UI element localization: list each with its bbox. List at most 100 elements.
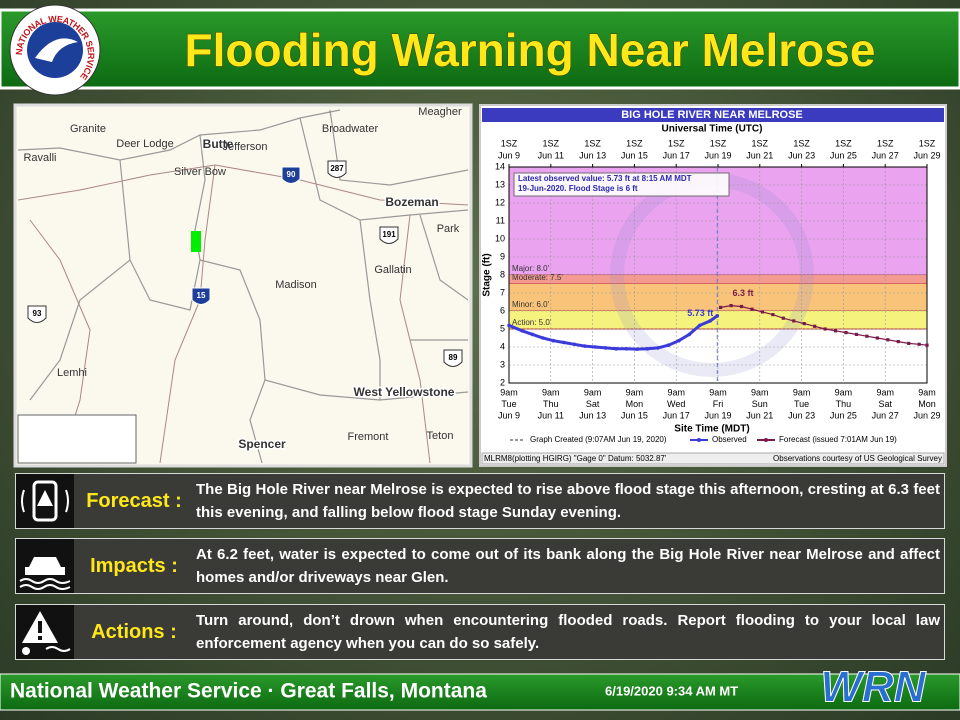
forecast-point xyxy=(781,316,785,320)
x-tick-label: Fri xyxy=(713,399,724,409)
observed-point xyxy=(677,338,681,343)
annotation-text: Latest observed value: 5.73 ft at 8:15 A… xyxy=(518,174,692,183)
hydro-footer-right: Observations courtesy of US Geological S… xyxy=(773,454,942,463)
x-tick-label: Jun 25 xyxy=(830,410,857,420)
top-tick-label: Jun 21 xyxy=(746,150,773,160)
x-tick-label: 9am xyxy=(626,387,644,397)
forecast-point xyxy=(886,338,890,342)
place-label: Jefferson xyxy=(222,141,267,153)
highway-shield xyxy=(327,160,347,178)
top-tick-label: Jun 25 xyxy=(830,150,857,160)
footer-logo: WRN xyxy=(820,663,926,712)
observed-point xyxy=(635,347,639,351)
warning-icon xyxy=(22,611,71,655)
observed-point xyxy=(666,343,671,348)
y-tick-label: 9 xyxy=(500,251,505,261)
header-banner xyxy=(0,8,960,90)
observed-point xyxy=(697,323,702,328)
observed-point xyxy=(520,329,524,333)
footer-bar xyxy=(0,673,960,711)
forecast-point xyxy=(739,304,744,309)
forecast-point xyxy=(760,310,765,314)
statement-heading: Forecast : xyxy=(86,490,182,512)
flood-stage-label: Minor: 6.0' xyxy=(512,300,550,309)
observed-point xyxy=(507,323,511,328)
x-tick-label: Thu xyxy=(836,399,852,409)
observed-point xyxy=(614,347,618,351)
observed-point xyxy=(593,345,598,349)
x-tick-label: Sun xyxy=(752,399,768,409)
forecast-point xyxy=(917,342,921,346)
highway-shield xyxy=(379,226,399,244)
forecast-point xyxy=(729,304,733,308)
highway-label: 93 xyxy=(33,309,42,318)
annotation-text: 19-Jun-2020. Flood Stage is 6 ft xyxy=(518,184,638,193)
map-panel xyxy=(13,103,473,468)
x-tick-label: 9am xyxy=(542,387,560,397)
y-tick-label: 4 xyxy=(500,341,505,351)
x-tick-label: 9am xyxy=(751,387,769,397)
forecast-point xyxy=(896,340,900,344)
observed-point xyxy=(687,332,692,337)
icon xyxy=(16,605,74,659)
statement-heading: Impacts : xyxy=(90,555,178,577)
y-tick-label: 12 xyxy=(495,197,505,207)
legend-created: Graph Created (9:07AM Jun 19, 2020) xyxy=(530,435,667,444)
y-tick-label: 6 xyxy=(500,305,505,315)
x-tick-label: 9am xyxy=(918,387,936,397)
y-axis-label: Stage (ft) xyxy=(482,253,493,296)
x-tick-label: Sat xyxy=(586,399,600,409)
place-label: Broadwater xyxy=(322,123,379,135)
place-label: Deer Lodge xyxy=(116,138,174,150)
top-tick-label: 1SZ xyxy=(793,138,810,148)
top-tick-label: 1SZ xyxy=(710,138,727,148)
observed-point xyxy=(562,340,566,345)
x-tick-label: Jun 27 xyxy=(872,410,899,420)
flood-stage-label: Action: 5.0' xyxy=(512,318,552,327)
highway-label: 191 xyxy=(382,230,396,239)
top-tick-label: Jun 29 xyxy=(913,150,940,160)
top-tick-label: 1SZ xyxy=(584,138,601,148)
x-tick-label: Tue xyxy=(501,399,516,409)
place-label: Silver Bow xyxy=(174,166,226,178)
x-tick-label: 9am xyxy=(876,387,894,397)
y-tick-label: 2 xyxy=(500,377,505,387)
place-label: Granite xyxy=(70,123,106,135)
x-tick-label: Thu xyxy=(543,399,559,409)
place-label: Teton xyxy=(427,430,454,442)
flood-stage-label: Major: 8.0' xyxy=(512,264,550,273)
forecast-point xyxy=(802,322,806,326)
title: Flooding Warning Near Melrose xyxy=(185,24,876,76)
top-tick-label: Jun 23 xyxy=(788,150,815,160)
observed-point xyxy=(715,314,720,318)
forecast-point xyxy=(865,334,869,338)
x-tick-label: Mon xyxy=(626,399,644,409)
observed-point xyxy=(603,346,608,350)
flood-warning-area xyxy=(191,231,201,252)
place-label: Gallatin xyxy=(374,264,411,276)
forecast-point xyxy=(907,341,911,345)
place-label: Fremont xyxy=(348,431,389,443)
statement-heading: Actions : xyxy=(91,621,177,643)
hydro-title: BIG HOLE RIVER NEAR MELROSE xyxy=(621,109,803,121)
top-tick-label: 1SZ xyxy=(919,138,936,148)
forecast-point xyxy=(823,327,827,331)
legend-label: Forecast (issued 7:01AM Jun 19) xyxy=(779,435,897,444)
place-label: West Yellowstone xyxy=(354,385,455,399)
x-tick-label: 9am xyxy=(793,387,811,397)
highway-label: 15 xyxy=(197,291,206,300)
observed-point xyxy=(572,342,577,347)
x-tick-label: Jun 17 xyxy=(663,410,690,420)
map-legend xyxy=(17,414,137,464)
x-tick-label: 9am xyxy=(584,387,602,397)
x-tick-label: Wed xyxy=(667,399,685,409)
forecast-point xyxy=(792,319,796,323)
observed-point xyxy=(656,346,660,350)
observed-point xyxy=(624,347,629,351)
forecast-point xyxy=(719,305,723,309)
statement-row: Actions : Turn around, don’t drown when … xyxy=(15,604,945,660)
top-tick-label: 1SZ xyxy=(543,138,560,148)
observed-point xyxy=(551,338,556,343)
observed-point xyxy=(582,344,587,348)
